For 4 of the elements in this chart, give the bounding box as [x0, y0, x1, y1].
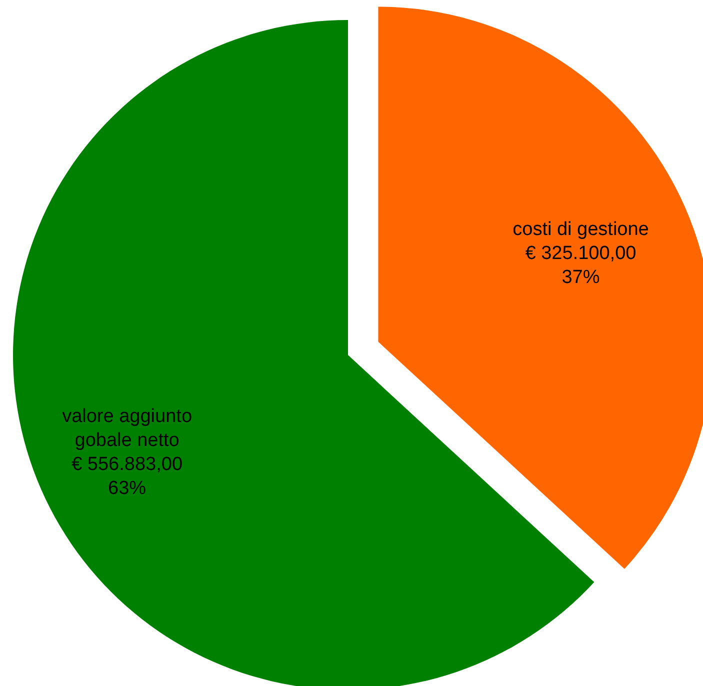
slice-label: costi di gestione [512, 218, 649, 240]
data-label: € 556.883,00 63% [72, 453, 183, 498]
data-label: € 325.100,00 37% [525, 242, 636, 288]
slice-label: valore aggiunto gobale netto [62, 405, 192, 450]
